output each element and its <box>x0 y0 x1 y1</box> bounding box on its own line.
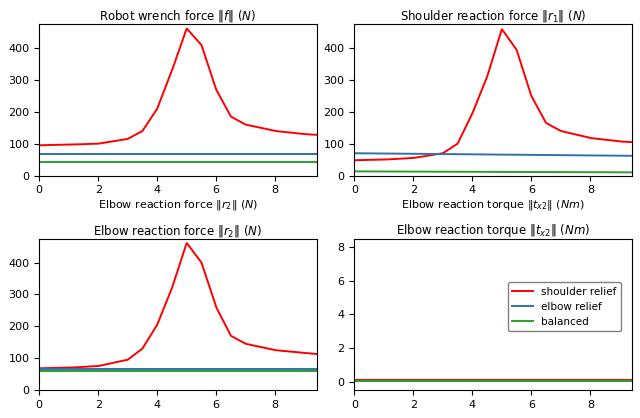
X-axis label: Elbow reaction torque $\|t_{x2}\|$ $(Nm)$: Elbow reaction torque $\|t_{x2}\|$ $(Nm)… <box>401 198 585 212</box>
Legend: shoulder relief, elbow relief, balanced: shoulder relief, elbow relief, balanced <box>508 283 621 331</box>
Title: Shoulder reaction force $\|r_1\|$ $(N)$: Shoulder reaction force $\|r_1\|$ $(N)$ <box>400 8 586 24</box>
Title: Elbow reaction torque $\|t_{x2}\|$ $(Nm)$: Elbow reaction torque $\|t_{x2}\|$ $(Nm)… <box>396 222 590 239</box>
Title: Elbow reaction force $\|r_2\|$ $(N)$: Elbow reaction force $\|r_2\|$ $(N)$ <box>93 223 262 239</box>
Title: Robot wrench force $\|f\|$ $(N)$: Robot wrench force $\|f\|$ $(N)$ <box>99 8 257 24</box>
X-axis label: Elbow reaction force $\|r_2\|$ $(N)$: Elbow reaction force $\|r_2\|$ $(N)$ <box>98 198 258 212</box>
